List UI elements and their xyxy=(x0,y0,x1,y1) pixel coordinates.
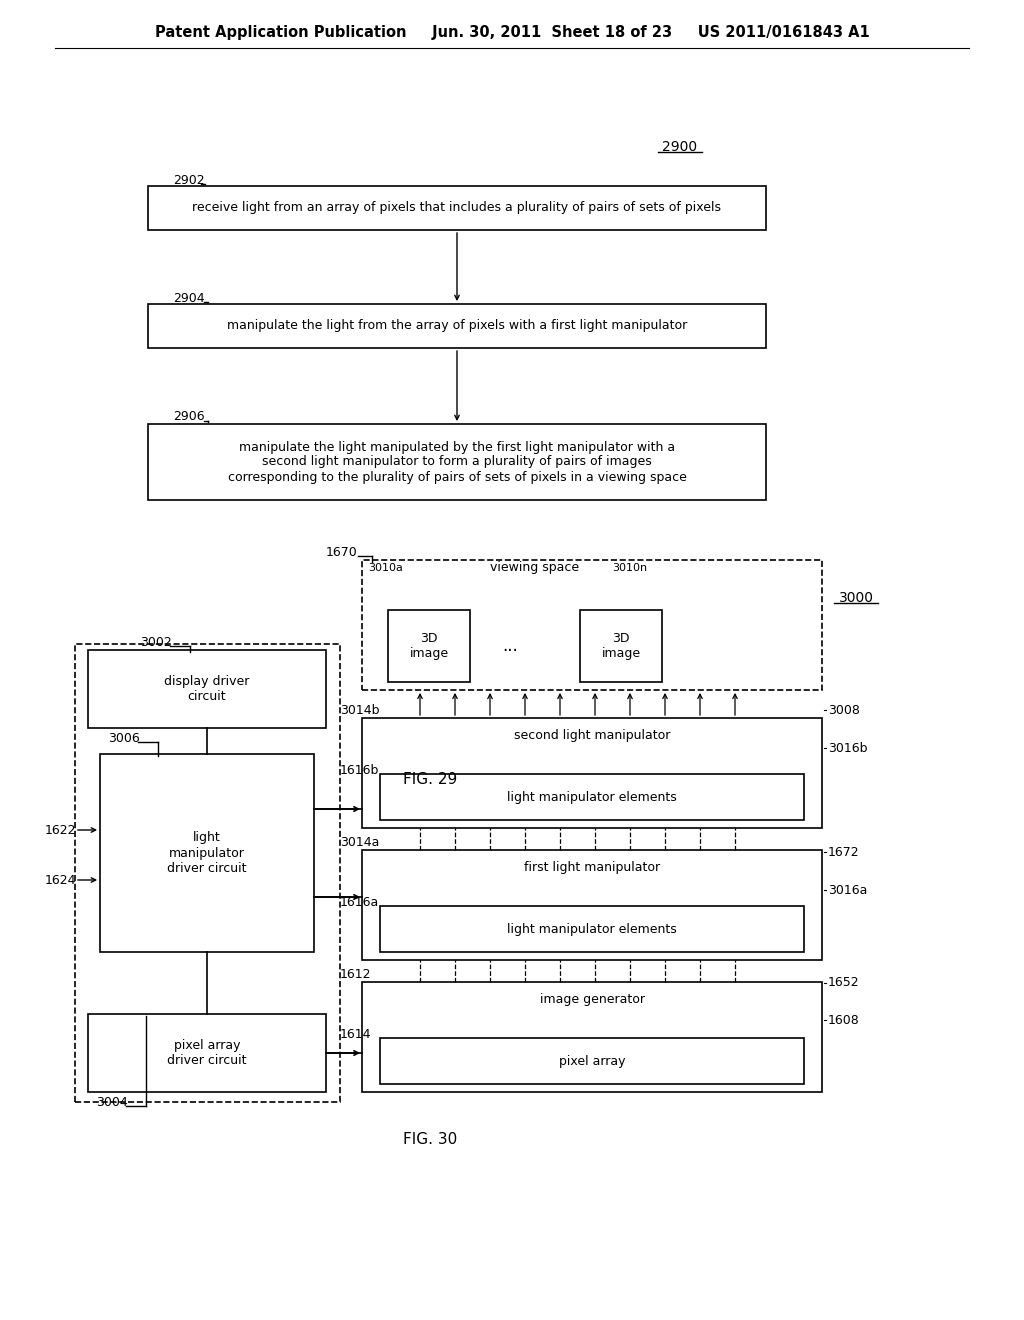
Text: 2904: 2904 xyxy=(173,292,205,305)
Text: display driver
circuit: display driver circuit xyxy=(164,675,250,704)
Text: 1624: 1624 xyxy=(45,874,77,887)
Text: 3008: 3008 xyxy=(828,704,860,717)
Bar xyxy=(148,304,766,348)
Bar xyxy=(380,1038,804,1084)
Text: 1622: 1622 xyxy=(45,824,77,837)
Text: viewing space: viewing space xyxy=(490,561,580,574)
Text: 1672: 1672 xyxy=(828,846,859,858)
Bar xyxy=(88,649,326,729)
Text: light
manipulator
driver circuit: light manipulator driver circuit xyxy=(167,832,247,874)
Text: first light manipulator: first light manipulator xyxy=(524,862,660,874)
Text: second light manipulator: second light manipulator xyxy=(514,730,670,742)
Bar xyxy=(362,718,822,828)
Text: 1652: 1652 xyxy=(828,977,859,990)
Text: manipulate the light from the array of pixels with a first light manipulator: manipulate the light from the array of p… xyxy=(227,319,687,333)
Bar xyxy=(388,610,470,682)
Text: 3004: 3004 xyxy=(96,1096,128,1109)
Text: 3016b: 3016b xyxy=(828,742,867,755)
Bar xyxy=(148,186,766,230)
Text: 1608: 1608 xyxy=(828,1014,860,1027)
Bar xyxy=(362,982,822,1092)
Text: pixel array
driver circuit: pixel array driver circuit xyxy=(167,1039,247,1067)
Text: 3006: 3006 xyxy=(108,731,139,744)
Text: receive light from an array of pixels that includes a plurality of pairs of sets: receive light from an array of pixels th… xyxy=(193,202,722,214)
Bar xyxy=(100,754,314,952)
Text: ...: ... xyxy=(502,638,518,655)
Bar xyxy=(580,610,662,682)
Text: 3D
image: 3D image xyxy=(410,632,449,660)
Text: Patent Application Publication     Jun. 30, 2011  Sheet 18 of 23     US 2011/016: Patent Application Publication Jun. 30, … xyxy=(155,25,869,40)
Text: 3010n: 3010n xyxy=(612,564,647,573)
Text: 2902: 2902 xyxy=(173,173,205,186)
Text: 3002: 3002 xyxy=(140,635,172,648)
Text: 1670: 1670 xyxy=(326,545,357,558)
Text: 3010a: 3010a xyxy=(368,564,402,573)
Text: FIG. 30: FIG. 30 xyxy=(402,1133,457,1147)
Text: 3000: 3000 xyxy=(839,591,873,605)
Text: light manipulator elements: light manipulator elements xyxy=(507,791,677,804)
Bar xyxy=(362,560,822,690)
Text: 3016a: 3016a xyxy=(828,883,867,896)
Text: pixel array: pixel array xyxy=(559,1055,626,1068)
Bar xyxy=(88,1014,326,1092)
Text: 1616a: 1616a xyxy=(340,895,379,908)
Bar xyxy=(148,424,766,500)
Text: light manipulator elements: light manipulator elements xyxy=(507,923,677,936)
Text: 2906: 2906 xyxy=(173,411,205,424)
Bar xyxy=(380,774,804,820)
Bar xyxy=(75,644,340,1102)
Text: manipulate the light manipulated by the first light manipulator with a
second li: manipulate the light manipulated by the … xyxy=(227,441,686,483)
Text: 1612: 1612 xyxy=(340,968,372,981)
Text: 1614: 1614 xyxy=(340,1028,372,1041)
Text: 3014a: 3014a xyxy=(340,836,379,849)
Text: image generator: image generator xyxy=(540,994,644,1006)
Text: 1616b: 1616b xyxy=(340,763,379,776)
Text: 3D
image: 3D image xyxy=(601,632,641,660)
Bar xyxy=(362,850,822,960)
Text: FIG. 29: FIG. 29 xyxy=(402,772,457,788)
Text: 2900: 2900 xyxy=(663,140,697,154)
Bar xyxy=(380,906,804,952)
Text: 3014b: 3014b xyxy=(340,704,380,717)
